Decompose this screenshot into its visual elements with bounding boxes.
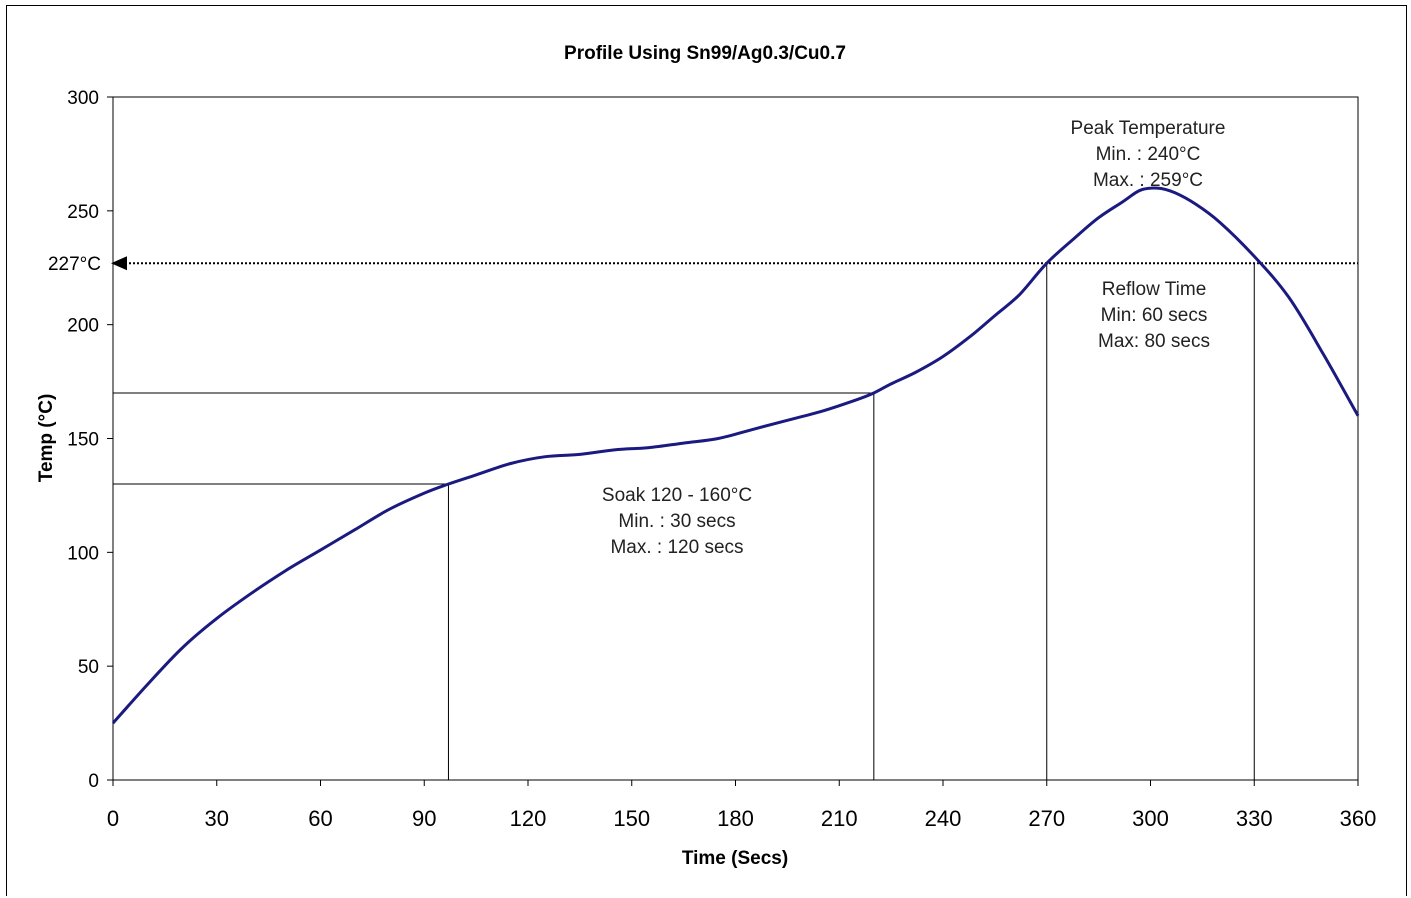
annotations: Peak Temperature Min. : 240°C Max. : 259°C… — [602, 118, 1226, 558]
x-tick-label: 180 — [717, 806, 754, 831]
axes: 0 50 100 150 200 250 300 0 30 60 90 120 150 180 210 240… — [67, 88, 1376, 831]
peak-annotation-line: Peak Temperature — [1071, 118, 1226, 139]
x-tick-label: 270 — [1028, 806, 1065, 831]
soak-annotation-line: Soak 120 - 160°C — [602, 485, 752, 506]
x-tick-label: 90 — [412, 806, 436, 831]
soak-annotation-line: Min. : 30 secs — [618, 511, 735, 532]
x-tick-label: 30 — [205, 806, 229, 831]
x-tick-label: 60 — [308, 806, 332, 831]
chart-frame — [6, 5, 1407, 896]
reflow-annotation-line: Max: 80 secs — [1098, 331, 1210, 352]
reference-lines: 227°C — [48, 254, 1358, 780]
peak-annotation-line: Max. : 259°C — [1093, 170, 1203, 191]
x-tick-label: 120 — [510, 806, 547, 831]
soak-annotation-line: Max. : 120 secs — [610, 537, 743, 558]
y-tick-label: 0 — [88, 771, 99, 792]
plot-area-border — [112, 96, 1359, 781]
temperature-profile-line — [111, 186, 1360, 725]
x-tick-label: 300 — [1132, 806, 1169, 831]
x-tick-label: 150 — [613, 806, 650, 831]
y-tick-label: 250 — [67, 202, 99, 223]
liquidus-label: 227°C — [48, 254, 101, 275]
y-tick-label: 300 — [67, 88, 99, 109]
x-tick-label: 240 — [925, 806, 962, 831]
x-axis-label: Time (Secs) — [682, 848, 788, 869]
x-tick-label: 0 — [107, 806, 119, 831]
chart-title: Profile Using Sn99/Ag0.3/Cu0.7 — [564, 43, 846, 64]
x-tick-label: 360 — [1340, 806, 1377, 831]
y-tick-label: 150 — [67, 430, 99, 451]
reflow-annotation-line: Min: 60 secs — [1101, 305, 1208, 326]
left-arrow-icon — [111, 256, 127, 271]
y-tick-label: 100 — [67, 543, 99, 564]
reflow-annotation-line: Reflow Time — [1102, 279, 1207, 300]
y-tick-label: 200 — [67, 316, 99, 337]
x-tick-label: 210 — [821, 806, 858, 831]
x-tick-label: 330 — [1236, 806, 1273, 831]
y-axis-label: Temp (°C) — [36, 394, 57, 483]
peak-annotation-line: Min. : 240°C — [1096, 144, 1201, 165]
y-tick-label: 50 — [78, 657, 99, 678]
